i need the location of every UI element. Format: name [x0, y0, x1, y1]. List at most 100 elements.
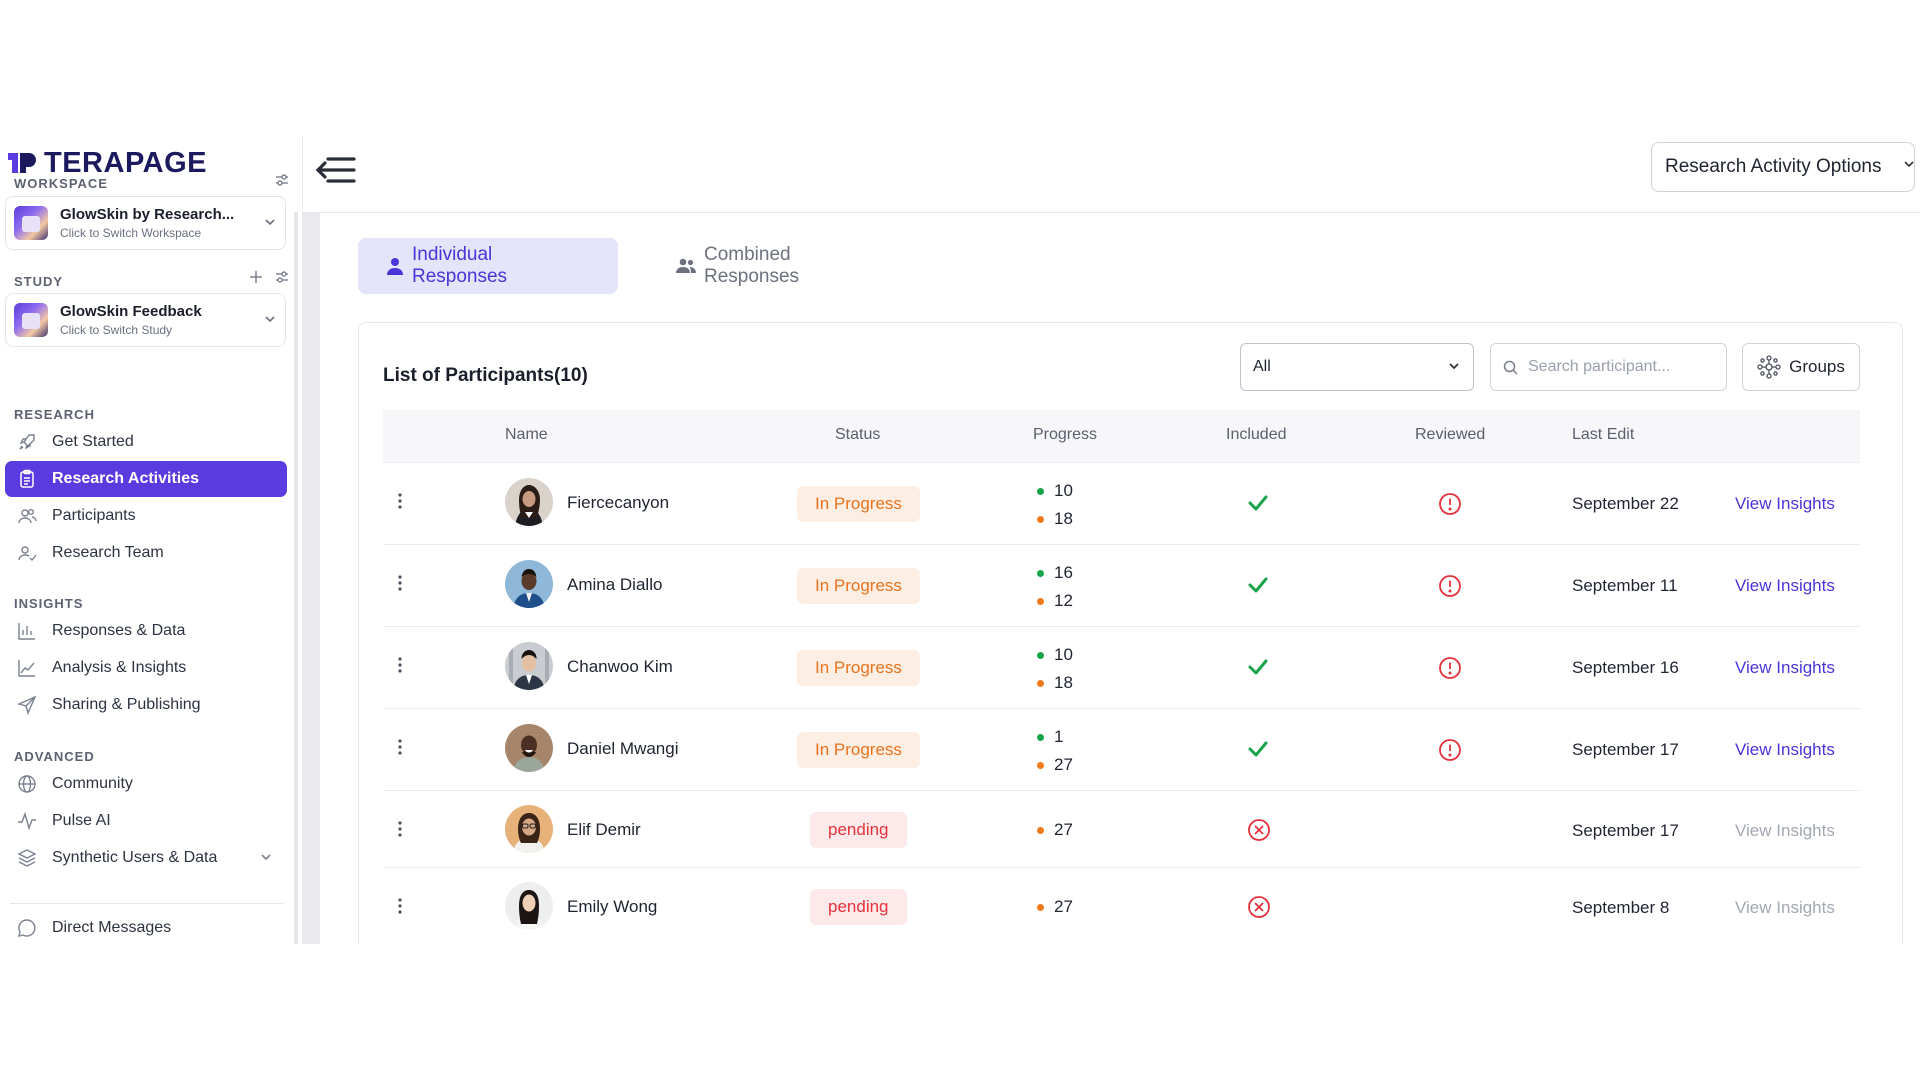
row-menu-icon[interactable] — [393, 575, 407, 596]
groups-button[interactable]: Groups — [1742, 343, 1860, 391]
sidebar: TERAPAGE WORKSPACE GlowSkin by Research.… — [0, 136, 303, 944]
check-icon — [1247, 574, 1269, 601]
study-thumbnail — [14, 303, 48, 337]
participants-title: List of Participants(10) — [383, 365, 588, 386]
users-icon — [676, 258, 696, 274]
last-edit-date: September 16 — [1572, 658, 1679, 677]
add-study-icon[interactable] — [248, 269, 264, 285]
view-insights-link[interactable]: View Insights — [1735, 658, 1835, 677]
last-edit-date: September 11 — [1572, 576, 1678, 595]
progress-value: 16 — [1054, 563, 1073, 582]
progress-complete: 1 — [1037, 727, 1063, 747]
progress-value: 18 — [1054, 509, 1073, 528]
filter-value: All — [1253, 358, 1271, 375]
participant-name: Elif Demir — [567, 820, 641, 839]
sidebar-item-research-team[interactable]: Research Team — [5, 535, 287, 571]
last-edit-date: September 17 — [1572, 821, 1679, 840]
table-row[interactable]: Fiercecanyon In Progress 10 18 September… — [383, 463, 1860, 545]
avatar — [505, 642, 553, 690]
status-badge: In Progress — [797, 732, 920, 768]
sidebar-item-get-started[interactable]: Get Started — [5, 424, 287, 460]
tab-combined-responses[interactable]: Combined Responses — [648, 238, 898, 294]
sidebar-scrollbar[interactable] — [294, 212, 298, 944]
view-insights-link[interactable]: View Insights — [1735, 821, 1835, 840]
x-circle-icon — [1247, 818, 1271, 847]
workspace-switcher[interactable]: GlowSkin by Research... Click to Switch … — [5, 196, 286, 250]
chevron-down-icon[interactable] — [259, 850, 273, 867]
row-menu-icon[interactable] — [393, 898, 407, 919]
column-reviewed: Reviewed — [1415, 426, 1486, 443]
check-icon — [1247, 656, 1269, 683]
sidebar-item-label: Responses & Data — [52, 622, 186, 639]
advanced-label: ADVANCED — [14, 749, 95, 764]
sidebar-divider — [10, 903, 284, 904]
table-row[interactable]: Chanwoo Kim In Progress 10 18 September … — [383, 627, 1860, 709]
table-row[interactable]: Amina Diallo In Progress 16 12 September… — [383, 545, 1860, 627]
search-input[interactable] — [1526, 357, 1710, 377]
table-row[interactable]: Emily Wong pending 27 September 8 View I… — [383, 868, 1860, 944]
user-check-icon — [16, 542, 38, 564]
status-badge: pending — [810, 889, 907, 925]
alert-circle-icon[interactable] — [1438, 738, 1462, 767]
logo-text: TERAPAGE — [44, 146, 207, 179]
progress-value: 27 — [1054, 897, 1073, 916]
sidebar-item-direct-messages[interactable]: Direct Messages — [5, 910, 287, 944]
view-insights-link[interactable]: View Insights — [1735, 898, 1835, 917]
progress-value: 10 — [1054, 481, 1073, 500]
last-edit-date: September 8 — [1572, 898, 1670, 917]
participants-table: Name Status Progress Included Reviewed L… — [383, 410, 1860, 944]
sidebar-item-analysis-insights[interactable]: Analysis & Insights — [5, 650, 287, 686]
alert-circle-icon[interactable] — [1438, 656, 1462, 685]
sidebar-item-sharing-publishing[interactable]: Sharing & Publishing — [5, 687, 287, 723]
workspace-thumbnail — [14, 206, 48, 240]
brand-logo[interactable]: TERAPAGE — [8, 146, 207, 179]
view-insights-link[interactable]: View Insights — [1735, 494, 1835, 513]
column-status: Status — [835, 426, 881, 443]
table-row[interactable]: Daniel Mwangi In Progress 1 27 September… — [383, 709, 1860, 791]
progress-value: 27 — [1054, 820, 1073, 839]
top-bar: Research Activity Options — [303, 136, 1920, 213]
view-insights-link[interactable]: View Insights — [1735, 740, 1835, 759]
sidebar-item-participants[interactable]: Participants — [5, 498, 287, 534]
avatar — [505, 724, 553, 772]
participant-search — [1490, 343, 1727, 391]
view-insights-link[interactable]: View Insights — [1735, 576, 1835, 595]
sidebar-item-community[interactable]: Community — [5, 766, 287, 802]
tab-individual-responses[interactable]: Individual Responses — [358, 238, 618, 294]
status-filter-select[interactable]: All — [1240, 343, 1474, 391]
sidebar-item-label: Direct Messages — [52, 919, 172, 936]
row-menu-icon[interactable] — [393, 493, 407, 514]
pulse-icon — [16, 810, 38, 832]
rocket-icon — [16, 431, 38, 453]
alert-circle-icon[interactable] — [1438, 574, 1462, 603]
study-settings-icon[interactable] — [274, 269, 290, 285]
workspace-settings-icon[interactable] — [274, 172, 290, 188]
avatar — [505, 560, 553, 608]
last-edit-date: September 22 — [1572, 494, 1679, 513]
search-icon — [1503, 360, 1518, 375]
sidebar-item-research-activities[interactable]: Research Activities — [5, 461, 287, 497]
network-icon — [1757, 355, 1781, 379]
sidebar-item-responses-data[interactable]: Responses & Data — [5, 613, 287, 649]
sidebar-item-pulse-ai[interactable]: Pulse AI — [5, 803, 287, 839]
status-badge: In Progress — [797, 650, 920, 686]
research-activity-options-dropdown[interactable]: Research Activity Options — [1651, 142, 1915, 192]
orange-dot-icon — [1037, 903, 1044, 911]
chevron-down-icon — [1447, 359, 1461, 376]
row-menu-icon[interactable] — [393, 821, 407, 842]
table-row[interactable]: Elif Demir pending 27 September 17 View … — [383, 791, 1860, 868]
sidebar-item-label: Get Started — [52, 433, 134, 450]
row-menu-icon[interactable] — [393, 739, 407, 760]
row-menu-icon[interactable] — [393, 657, 407, 678]
alert-circle-icon[interactable] — [1438, 492, 1462, 521]
study-switcher[interactable]: GlowSkin Feedback Click to Switch Study — [5, 293, 286, 347]
sidebar-item-label: Community — [52, 775, 133, 792]
collapse-sidebar-button[interactable] — [313, 150, 357, 190]
sidebar-item-synthetic-users[interactable]: Synthetic Users & Data — [5, 840, 287, 876]
green-dot-icon — [1037, 733, 1044, 741]
progress-remaining: 27 — [1037, 755, 1073, 775]
user-icon — [386, 257, 404, 275]
bar-chart-icon — [16, 620, 38, 642]
green-dot-icon — [1037, 487, 1044, 495]
progress-value: 27 — [1054, 755, 1073, 774]
